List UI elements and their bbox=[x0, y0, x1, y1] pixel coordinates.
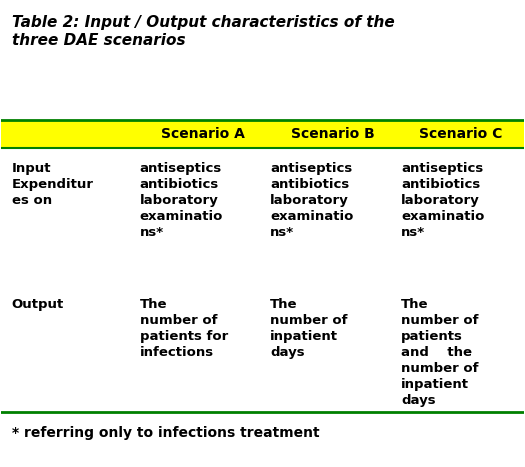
Text: The
number of
patients for
infections: The number of patients for infections bbox=[140, 298, 228, 360]
Text: Scenario B: Scenario B bbox=[291, 127, 375, 141]
Text: Input
Expenditur
es on: Input Expenditur es on bbox=[12, 162, 94, 206]
Text: antiseptics
antibiotics
laboratory
examinatio
ns*: antiseptics antibiotics laboratory exami… bbox=[401, 162, 484, 239]
Text: Scenario C: Scenario C bbox=[419, 127, 502, 141]
Text: Table 2: Input / Output characteristics of the
three DAE scenarios: Table 2: Input / Output characteristics … bbox=[12, 15, 395, 48]
Text: The
number of
patients
and    the
number of
inpatient
days: The number of patients and the number of… bbox=[401, 298, 478, 408]
Text: Output: Output bbox=[12, 298, 64, 311]
Text: antiseptics
antibiotics
laboratory
examinatio
ns*: antiseptics antibiotics laboratory exami… bbox=[140, 162, 223, 239]
Text: antiseptics
antibiotics
laboratory
examinatio
ns*: antiseptics antibiotics laboratory exami… bbox=[270, 162, 354, 239]
Text: Scenario A: Scenario A bbox=[161, 127, 244, 141]
Bar bbox=[2, 120, 523, 148]
Text: * referring only to infections treatment: * referring only to infections treatment bbox=[12, 426, 319, 440]
Text: The
number of
inpatient
days: The number of inpatient days bbox=[270, 298, 348, 360]
